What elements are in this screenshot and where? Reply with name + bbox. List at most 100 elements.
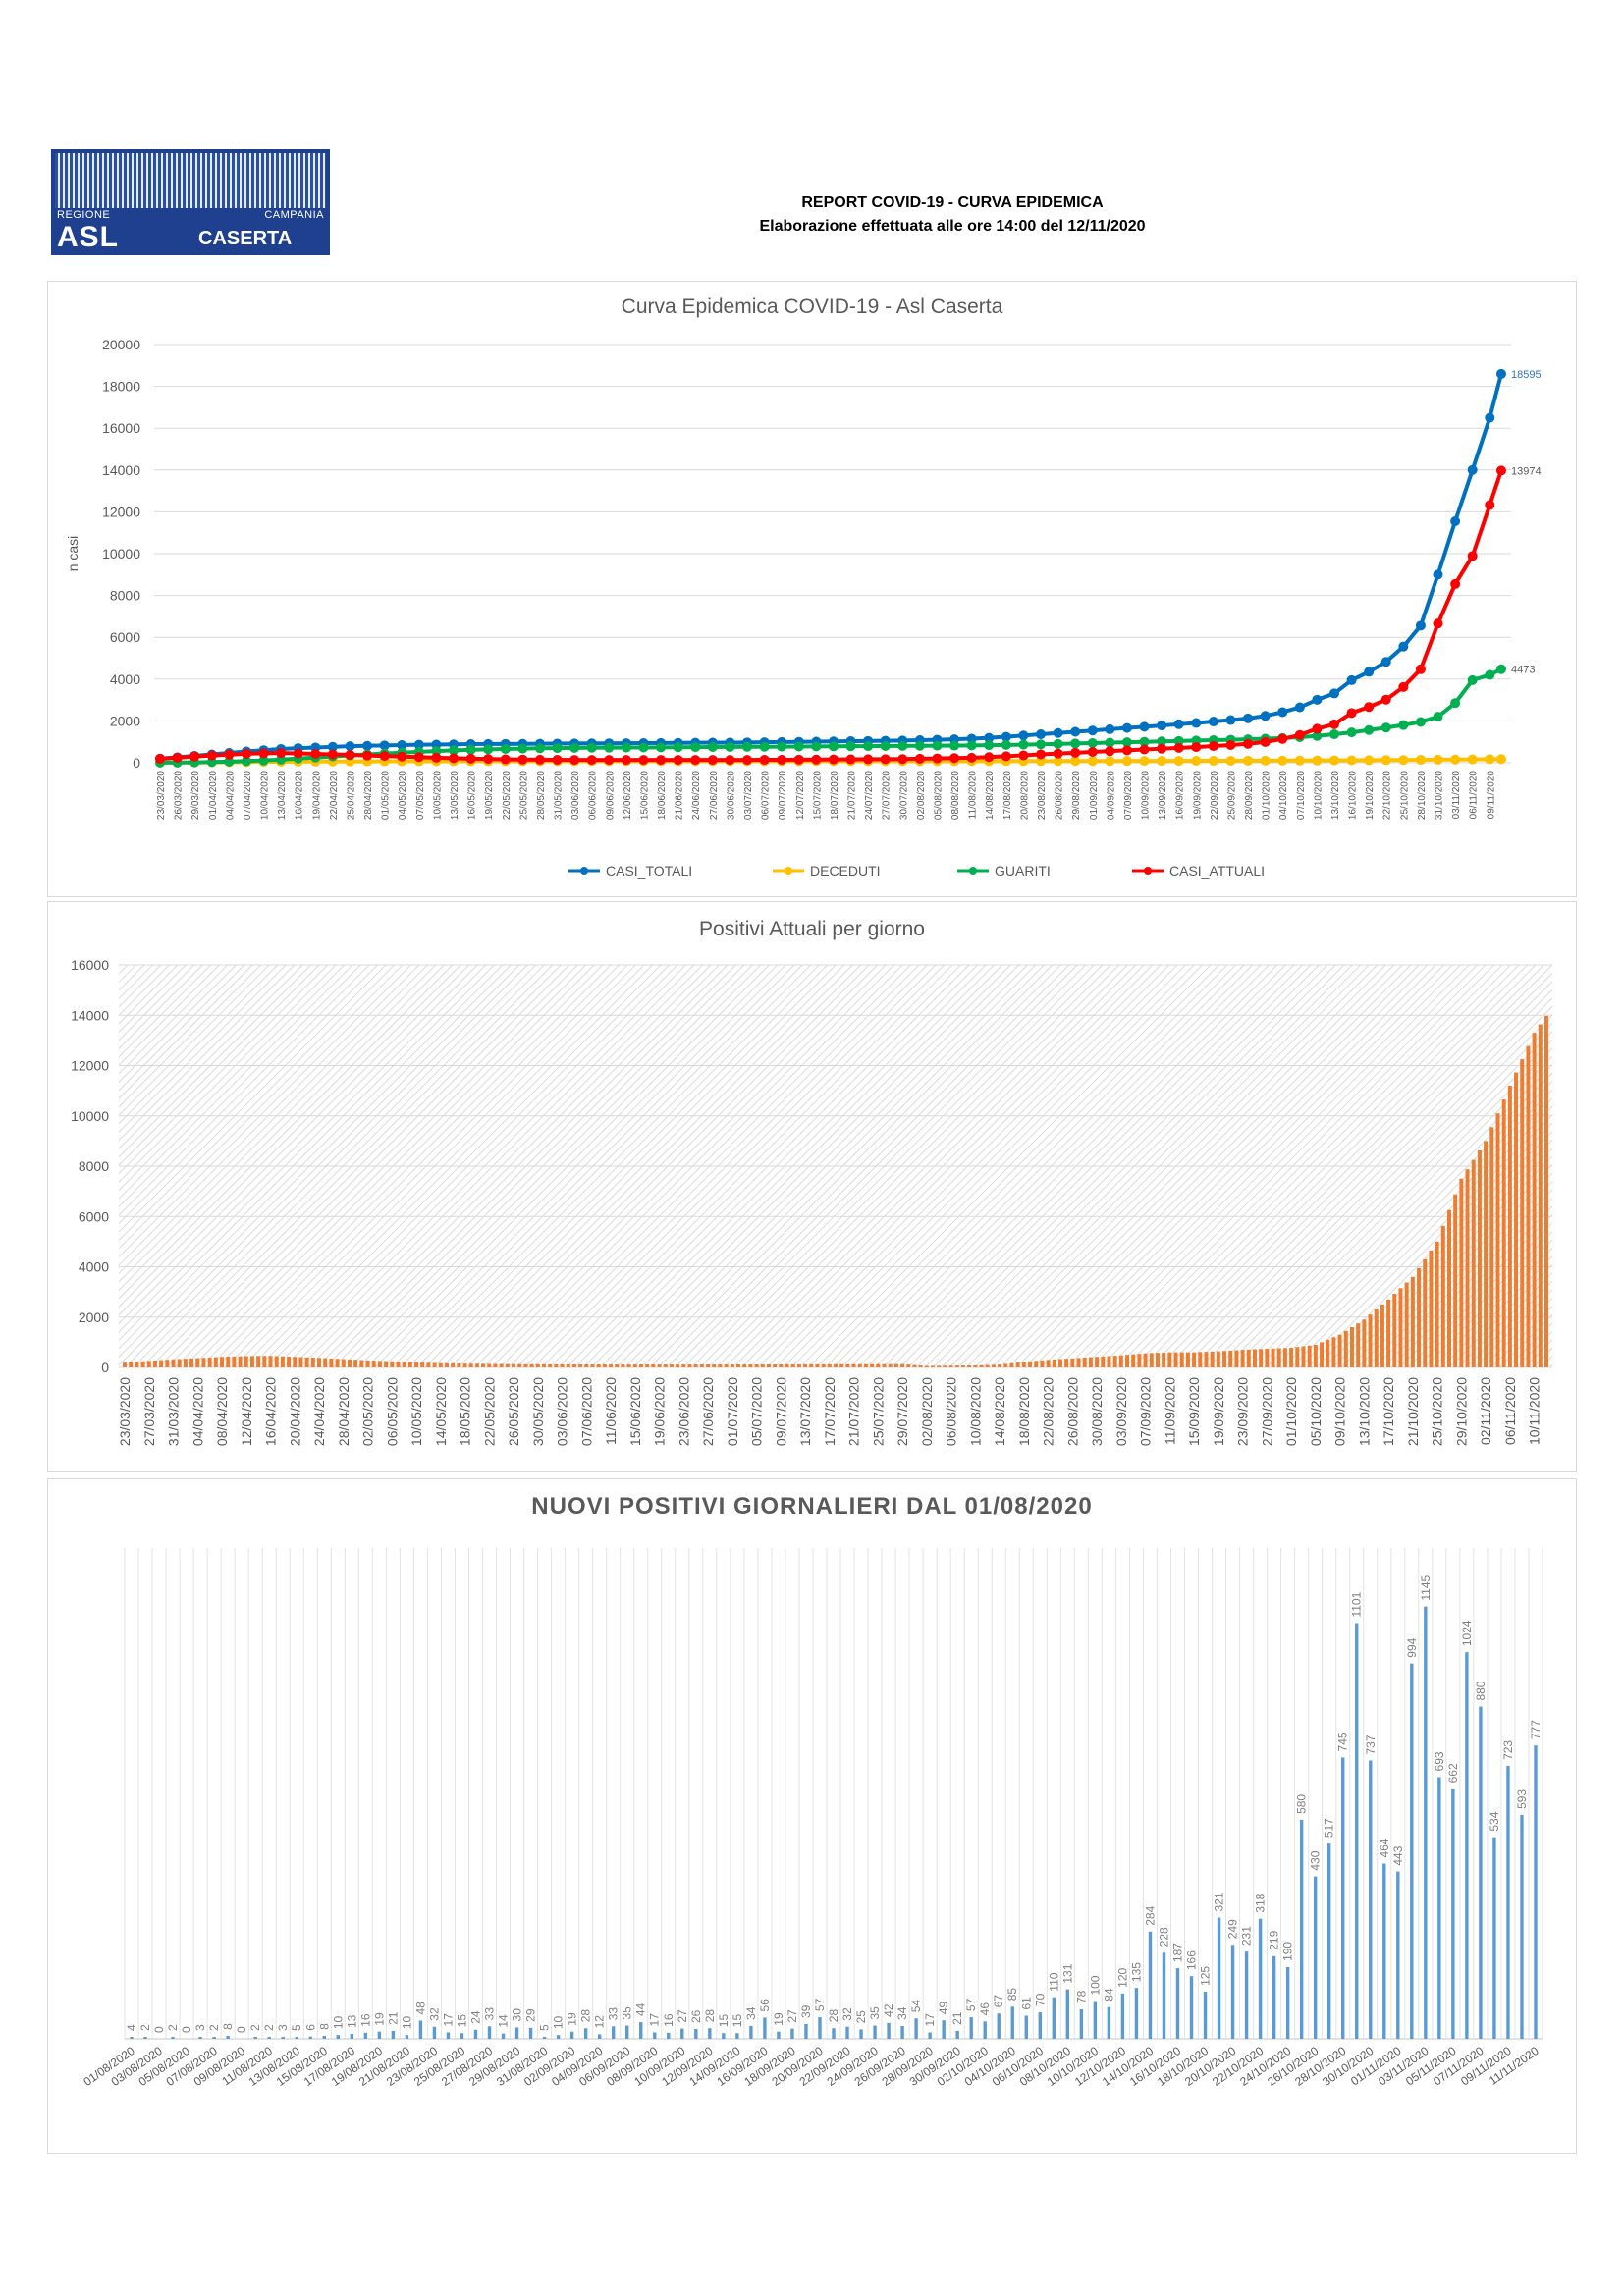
bar-interpolated [985,1364,990,1367]
data-point-casi_totali [1277,707,1288,718]
bar [749,2025,753,2039]
data-point-guariti [707,742,718,753]
data-point-casi_totali [1294,702,1305,713]
bar-interpolated [893,1363,898,1367]
data-label: 125 [1199,1966,1213,1986]
x-tick-label: 13/09/2020 [1158,771,1168,820]
data-point-casi_attuali [880,754,891,765]
data-point-casi_attuali [1328,719,1339,729]
bar-interpolated [432,1362,437,1367]
bar [244,1356,248,1367]
data-point-guariti [1070,738,1081,749]
bar [657,1364,662,1367]
x-tick-label: 30/06/2020 [726,771,736,820]
bar-interpolated [790,1363,795,1367]
data-point-deceduti [1346,755,1357,766]
bar-interpolated [724,1364,729,1367]
bar-interpolated [815,1363,820,1367]
bar-interpolated [1028,1361,1033,1367]
bar [226,2035,230,2039]
bar [1386,1299,1391,1367]
bar [1451,1789,1455,2039]
bar-interpolated [481,1363,486,1367]
data-point-guariti [1346,727,1357,738]
bar-interpolated [213,1357,218,1367]
data-point-guariti [224,756,235,767]
bar-interpolated [1125,1355,1130,1367]
x-tick-label: 05/10/2020 [1308,1377,1324,1446]
x-tick-label: 20/04/2020 [287,1377,302,1446]
data-label: 32 [840,2007,854,2021]
bar-interpolated [1198,1352,1203,1367]
bar-interpolated [1423,1258,1428,1367]
x-tick-label: 11/09/2020 [1162,1377,1177,1445]
bar-interpolated [517,1363,522,1367]
data-point-deceduti [1364,755,1375,766]
data-label: 49 [937,2001,950,2014]
data-point-casi_attuali [1277,733,1288,744]
bar [1410,1276,1415,1367]
data-label: 56 [758,1999,772,2012]
bar-interpolated [1259,1349,1264,1367]
data-point-deceduti [1433,754,1443,765]
bar-interpolated [1398,1288,1403,1367]
data-point-casi_totali [1121,722,1132,733]
bar [363,2032,368,2039]
x-tick-label: 10/05/2020 [432,771,443,820]
data-point-guariti [966,740,977,751]
data-point-guariti [1139,736,1150,747]
x-tick-label: 24/06/2020 [691,771,702,820]
data-point-casi_totali [1035,729,1046,740]
data-point-casi_attuali [276,748,287,759]
data-label: 16 [662,2013,676,2027]
bar [708,2028,712,2039]
data-label: 2 [166,2024,180,2031]
y-tick-label: 18000 [102,379,140,395]
x-tick-label: 23/06/2020 [676,1377,691,1446]
bar-interpolated [1246,1349,1251,1367]
data-point-deceduti [1294,755,1305,766]
bar-interpolated [152,1360,157,1367]
data-point-guariti [1001,739,1011,750]
data-point-casi_attuali [1312,723,1323,734]
bar-interpolated [1179,1352,1184,1367]
data-point-casi_attuali [845,754,856,765]
bar-interpolated [420,1362,425,1367]
x-tick-label: 05/08/2020 [933,771,944,820]
x-tick-label: 11/08/2020 [968,771,979,820]
legend-label: CASI_ATTUALI [1169,863,1265,879]
x-tick-label: 26/08/2020 [1055,771,1065,820]
data-point-casi_attuali [707,755,718,766]
data-label: 46 [978,2002,992,2016]
data-point-deceduti [1139,756,1150,767]
y-tick-label: 6000 [110,629,140,645]
bar-interpolated [1501,1099,1506,1367]
bar-interpolated [541,1363,546,1367]
bar-interpolated [1471,1159,1476,1367]
x-tick-label: 26/08/2020 [1064,1377,1080,1446]
data-point-guariti [777,741,787,752]
bar [446,2032,451,2039]
bar-interpolated [1417,1267,1422,1367]
data-point-guariti [741,741,752,752]
bar-interpolated [991,1364,996,1367]
data-point-guariti [759,741,770,752]
data-point-casi_attuali [172,752,183,763]
bar [281,2037,285,2039]
x-tick-label: 04/10/2020 [1278,771,1289,820]
x-tick-label: 02/05/2020 [360,1377,376,1446]
x-tick-label: 21/10/2020 [1405,1377,1421,1446]
data-point-deceduti [1157,756,1167,767]
bar-interpolated [882,1363,887,1367]
x-tick-label: 18/07/2020 [830,771,840,820]
data-label: 19 [566,2012,579,2026]
data-point-casi_totali [1208,717,1218,727]
data-point-casi_totali [1450,515,1461,526]
bar [1424,1606,1428,2039]
bar [948,1365,953,1367]
data-label: 16 [358,2013,372,2027]
data-point-deceduti [1208,755,1218,766]
data-point-casi_totali [1380,657,1391,667]
x-tick-label: 07/10/2020 [1296,771,1307,820]
bar [1162,1952,1166,2039]
